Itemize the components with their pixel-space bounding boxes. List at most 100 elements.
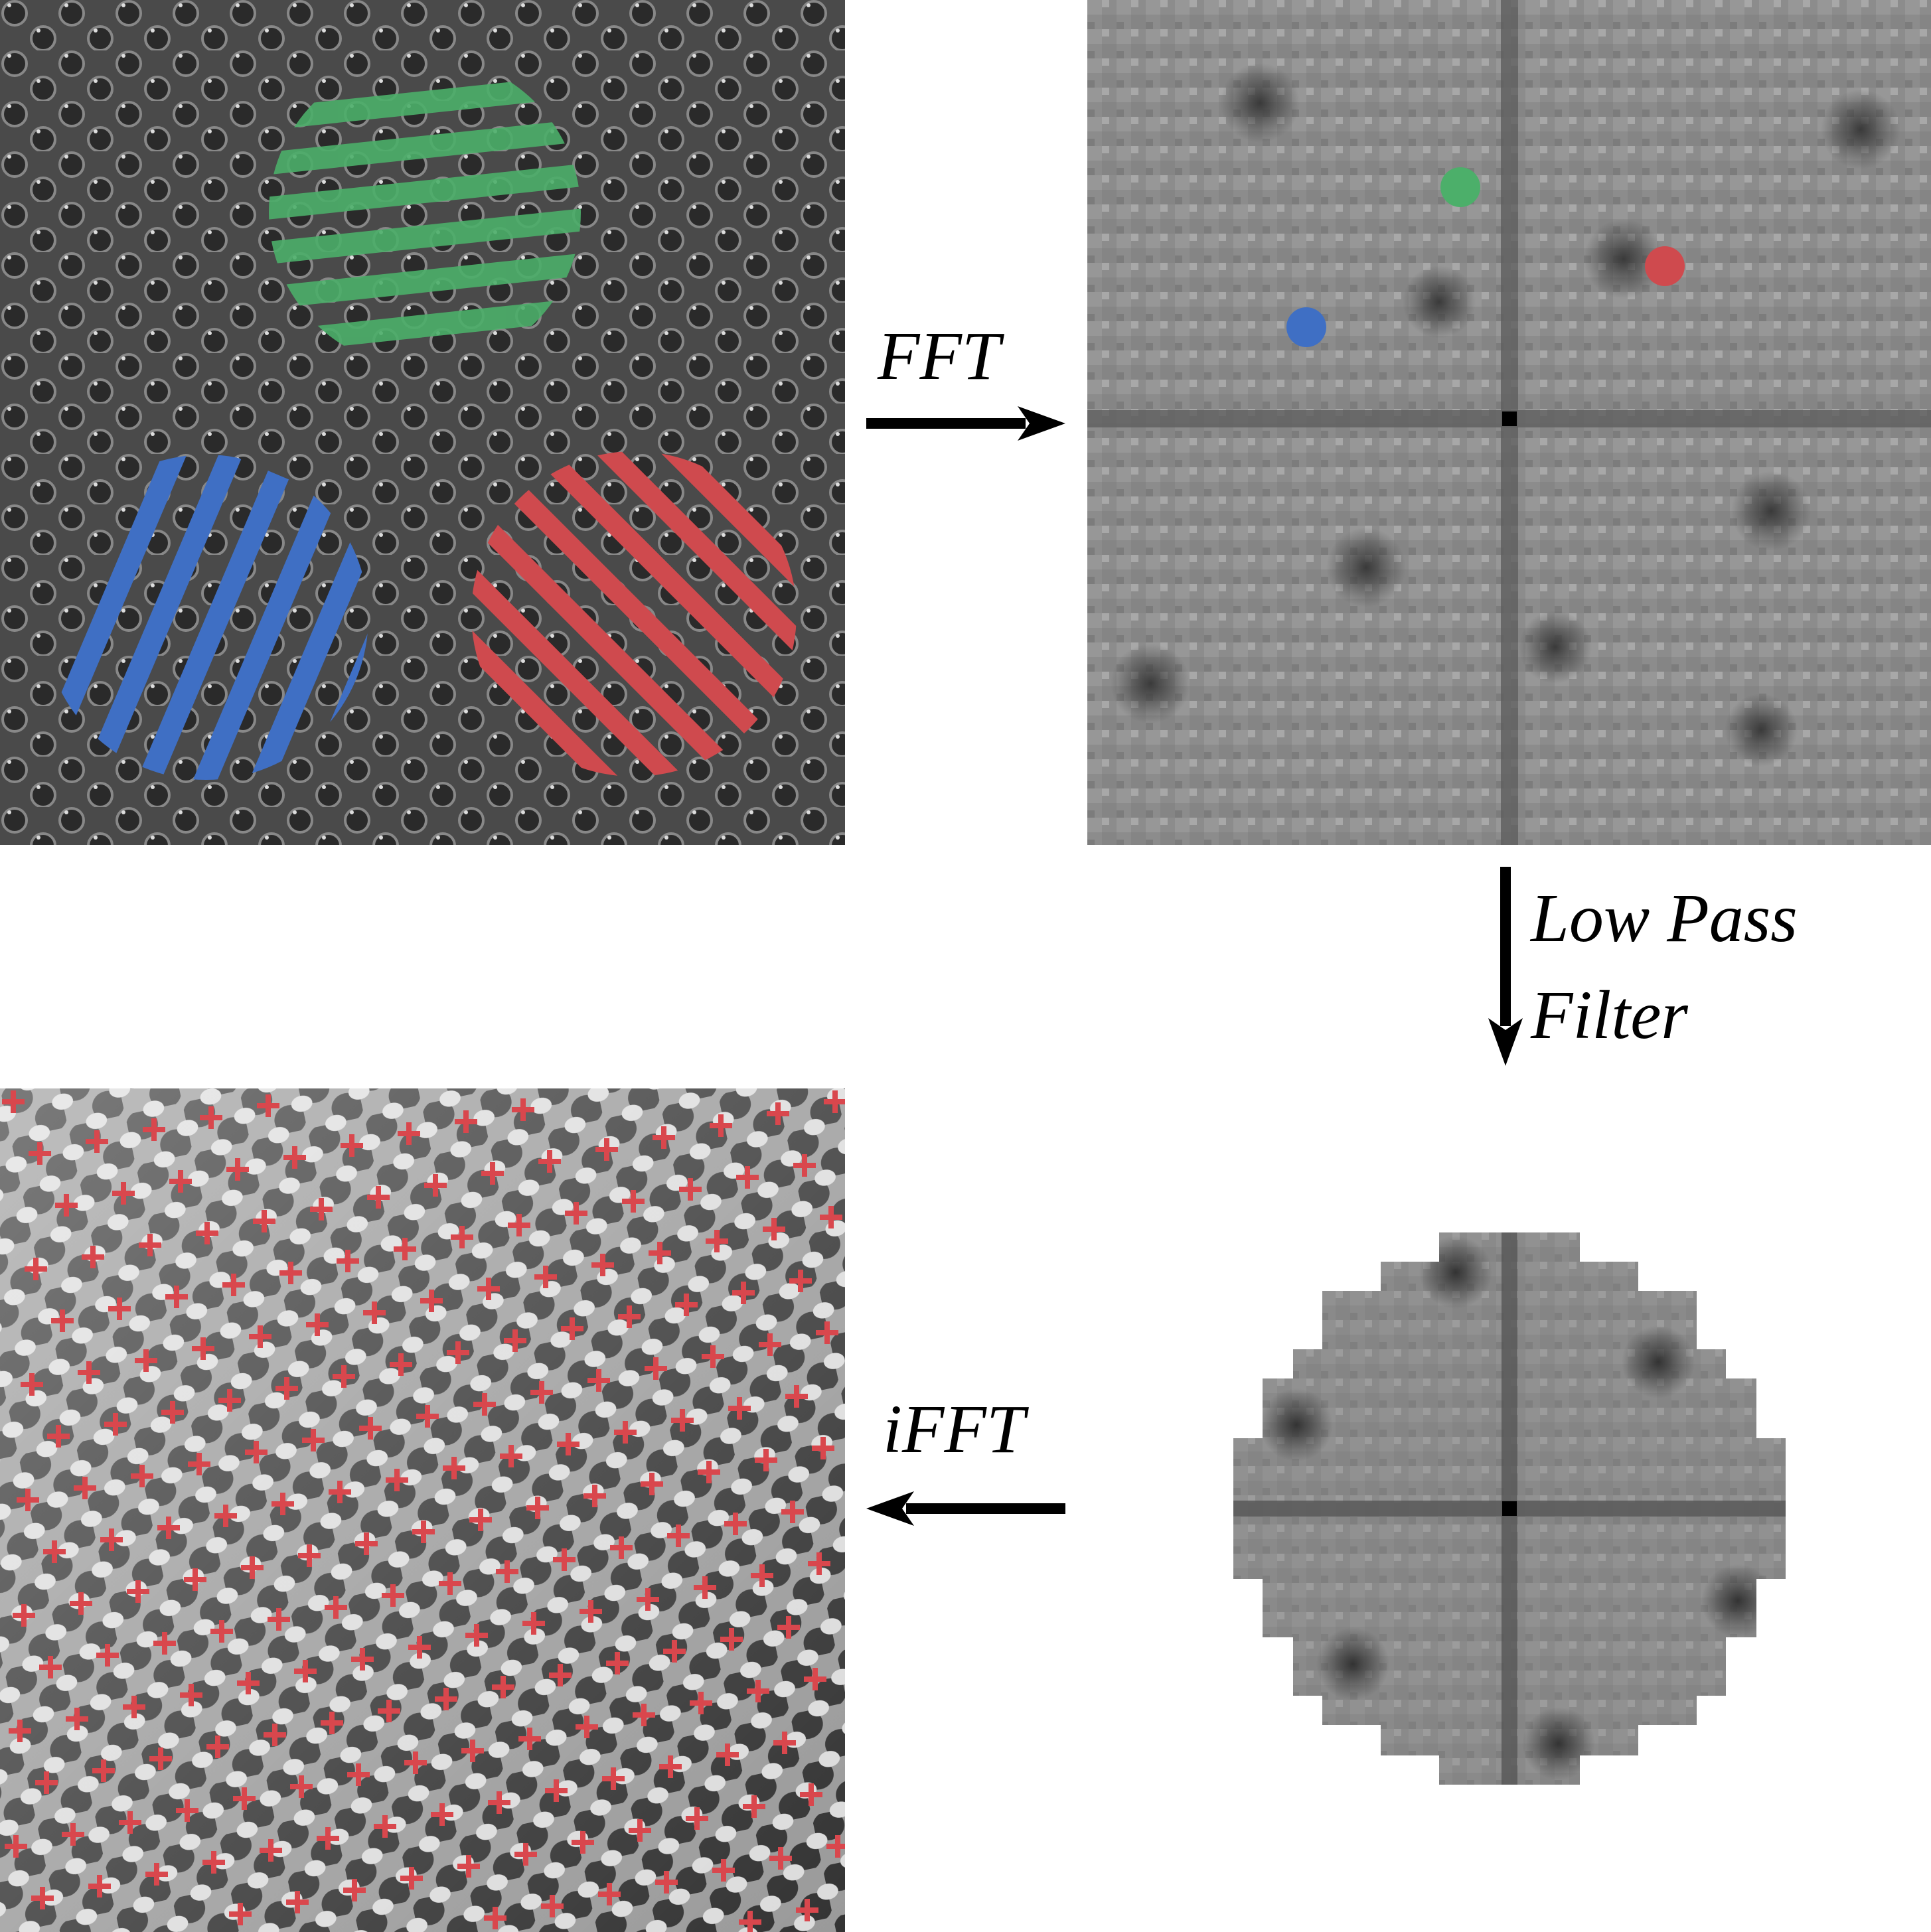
cross-marker — [100, 1528, 123, 1551]
cross-marker — [286, 1891, 309, 1913]
cross-marker — [694, 1576, 716, 1599]
cross-marker — [545, 1779, 568, 1802]
cross-marker — [504, 1329, 526, 1352]
cross-marker — [260, 1839, 282, 1862]
cross-marker — [165, 1286, 188, 1308]
cross-marker — [439, 1572, 461, 1595]
cross-marker — [329, 1481, 351, 1503]
cross-marker — [400, 1867, 423, 1890]
cross-marker — [86, 1130, 108, 1153]
cross-marker — [275, 1377, 298, 1400]
cross-marker — [96, 1644, 119, 1667]
cross-marker — [226, 1158, 249, 1181]
cross-marker — [530, 1381, 553, 1404]
cross-marker — [477, 1278, 500, 1300]
cross-marker — [763, 1218, 785, 1240]
cross-marker — [443, 1457, 465, 1479]
cross-marker — [279, 1262, 302, 1284]
cross-marker — [161, 1401, 184, 1424]
fft-spectrum — [1087, 0, 1931, 845]
cross-marker — [74, 1477, 96, 1499]
cross-marker — [457, 1855, 480, 1878]
cross-marker — [131, 1465, 153, 1487]
cross-marker — [595, 1138, 618, 1161]
cross-marker — [541, 1895, 564, 1917]
green-peak-marker — [1440, 167, 1480, 207]
reconstructed-lattice-panel — [0, 1088, 845, 1932]
stripe-overlays — [0, 0, 845, 845]
cross-marker — [587, 1369, 610, 1392]
reconstructed-lattice — [0, 1088, 845, 1932]
cross-markers — [2, 1090, 845, 1932]
cross-marker — [294, 1660, 317, 1682]
red-peak-marker — [1645, 246, 1685, 286]
cross-marker — [641, 1473, 663, 1495]
cross-marker — [645, 1357, 667, 1380]
cross-marker — [796, 1899, 818, 1921]
cross-marker — [747, 1680, 769, 1702]
fft-spectrum-panel — [1087, 0, 1931, 845]
cross-marker — [143, 1118, 165, 1141]
cross-marker — [653, 1126, 675, 1149]
cross-marker — [408, 1636, 431, 1659]
cross-marker — [104, 1413, 127, 1436]
cross-marker — [317, 1827, 339, 1850]
cross-marker — [241, 1556, 264, 1579]
cross-marker — [206, 1736, 229, 1758]
cross-marker — [424, 1174, 447, 1197]
cross-marker — [249, 1325, 271, 1348]
cross-marker — [310, 1198, 333, 1221]
cross-marker — [123, 1696, 145, 1718]
cross-marker — [736, 1166, 759, 1189]
cross-marker — [712, 1859, 735, 1882]
cross-marker — [153, 1632, 176, 1655]
cross-marker — [70, 1592, 92, 1615]
diffraction-spots — [1111, 63, 1900, 767]
cross-marker — [591, 1254, 614, 1276]
cross-marker — [488, 1791, 510, 1814]
cross-marker — [17, 1489, 39, 1511]
cross-marker — [637, 1588, 659, 1611]
cross-marker — [816, 1321, 838, 1344]
cross-marker — [398, 1122, 420, 1145]
cross-marker — [522, 1612, 545, 1635]
cross-marker — [306, 1313, 329, 1336]
cross-marker — [39, 1656, 62, 1678]
cross-marker — [298, 1544, 321, 1567]
cross-marker — [21, 1373, 43, 1396]
cross-marker — [576, 1716, 598, 1738]
cross-marker — [5, 1835, 27, 1858]
dc-peak — [1502, 411, 1517, 426]
cross-marker — [724, 1513, 747, 1535]
cross-marker — [667, 1524, 690, 1547]
cross-marker — [9, 1720, 31, 1742]
cross-marker — [538, 1150, 561, 1173]
cross-marker — [804, 1668, 826, 1690]
cross-marker — [253, 1210, 275, 1232]
cross-marker — [572, 1831, 594, 1854]
cross-marker — [679, 1178, 702, 1201]
cross-marker — [325, 1596, 347, 1619]
cross-marker — [557, 1433, 579, 1455]
cross-marker — [492, 1676, 514, 1698]
cross-marker — [728, 1397, 751, 1420]
micrograph-panel — [0, 0, 845, 845]
blue-peak-marker — [1286, 307, 1326, 347]
cross-marker — [196, 1222, 218, 1244]
cross-marker — [769, 1847, 792, 1870]
cross-marker — [343, 1879, 366, 1901]
cross-marker — [290, 1775, 313, 1798]
cross-marker — [176, 1799, 198, 1822]
cross-marker — [51, 1309, 74, 1332]
cross-marker — [743, 1795, 765, 1818]
filtered-spectrum — [1233, 1232, 1786, 1785]
cross-marker — [473, 1393, 496, 1416]
cross-marker — [720, 1628, 743, 1651]
green-stripes — [269, 74, 581, 354]
cross-marker — [268, 1608, 290, 1631]
cross-marker — [755, 1449, 777, 1471]
cross-marker — [686, 1807, 708, 1830]
cross-marker — [518, 1728, 541, 1750]
cross-marker — [455, 1110, 477, 1133]
cross-marker — [618, 1305, 641, 1328]
